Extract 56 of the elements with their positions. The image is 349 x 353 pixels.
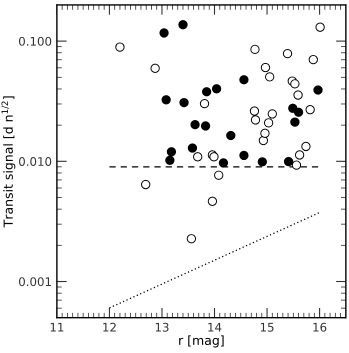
point [214,170,224,180]
point [165,156,174,165]
point [282,48,292,58]
y-tick-label: 0.010 [19,157,52,166]
point [150,64,160,73]
point [294,150,304,160]
x-tick-label: 15 [260,322,274,332]
point [294,108,304,117]
point [202,87,212,96]
point [305,105,315,114]
point [218,158,228,168]
point [166,147,176,156]
point [260,128,270,138]
point [115,42,125,52]
point [186,234,196,244]
point [292,160,302,170]
point [226,130,236,140]
point [162,95,171,104]
x-tick-label: 11 [50,322,64,332]
point [200,121,210,131]
point [239,75,249,84]
point [159,28,169,38]
x-axis-title: r [mag] [179,335,224,348]
point [190,120,200,130]
y-tick-label: 0.100 [19,36,52,46]
point [313,85,323,95]
x-tick-label: 12 [103,322,116,332]
point [268,109,277,119]
x-tick-label: 14 [208,322,222,332]
point [250,115,260,125]
point [284,156,294,166]
point [188,143,198,153]
point [290,79,300,89]
point [264,118,274,128]
y-tick-label: 0.001 [19,277,51,286]
point [208,196,218,206]
point [265,72,274,82]
point [250,44,260,54]
point [200,98,210,108]
point [178,20,188,30]
point [258,157,267,166]
point [315,22,325,32]
y-axis-title: Transit signal [d n$^{1/2}$] [1,96,16,228]
point [250,106,260,116]
point [301,142,311,152]
point [179,98,189,108]
x-tick-label: 16 [313,322,326,332]
point [239,150,249,160]
point [290,117,300,127]
point [293,90,303,100]
point [260,62,270,72]
x-tick-label: 13 [156,322,169,332]
point [193,152,202,162]
point [141,180,150,190]
point [308,54,318,64]
point [212,84,222,94]
